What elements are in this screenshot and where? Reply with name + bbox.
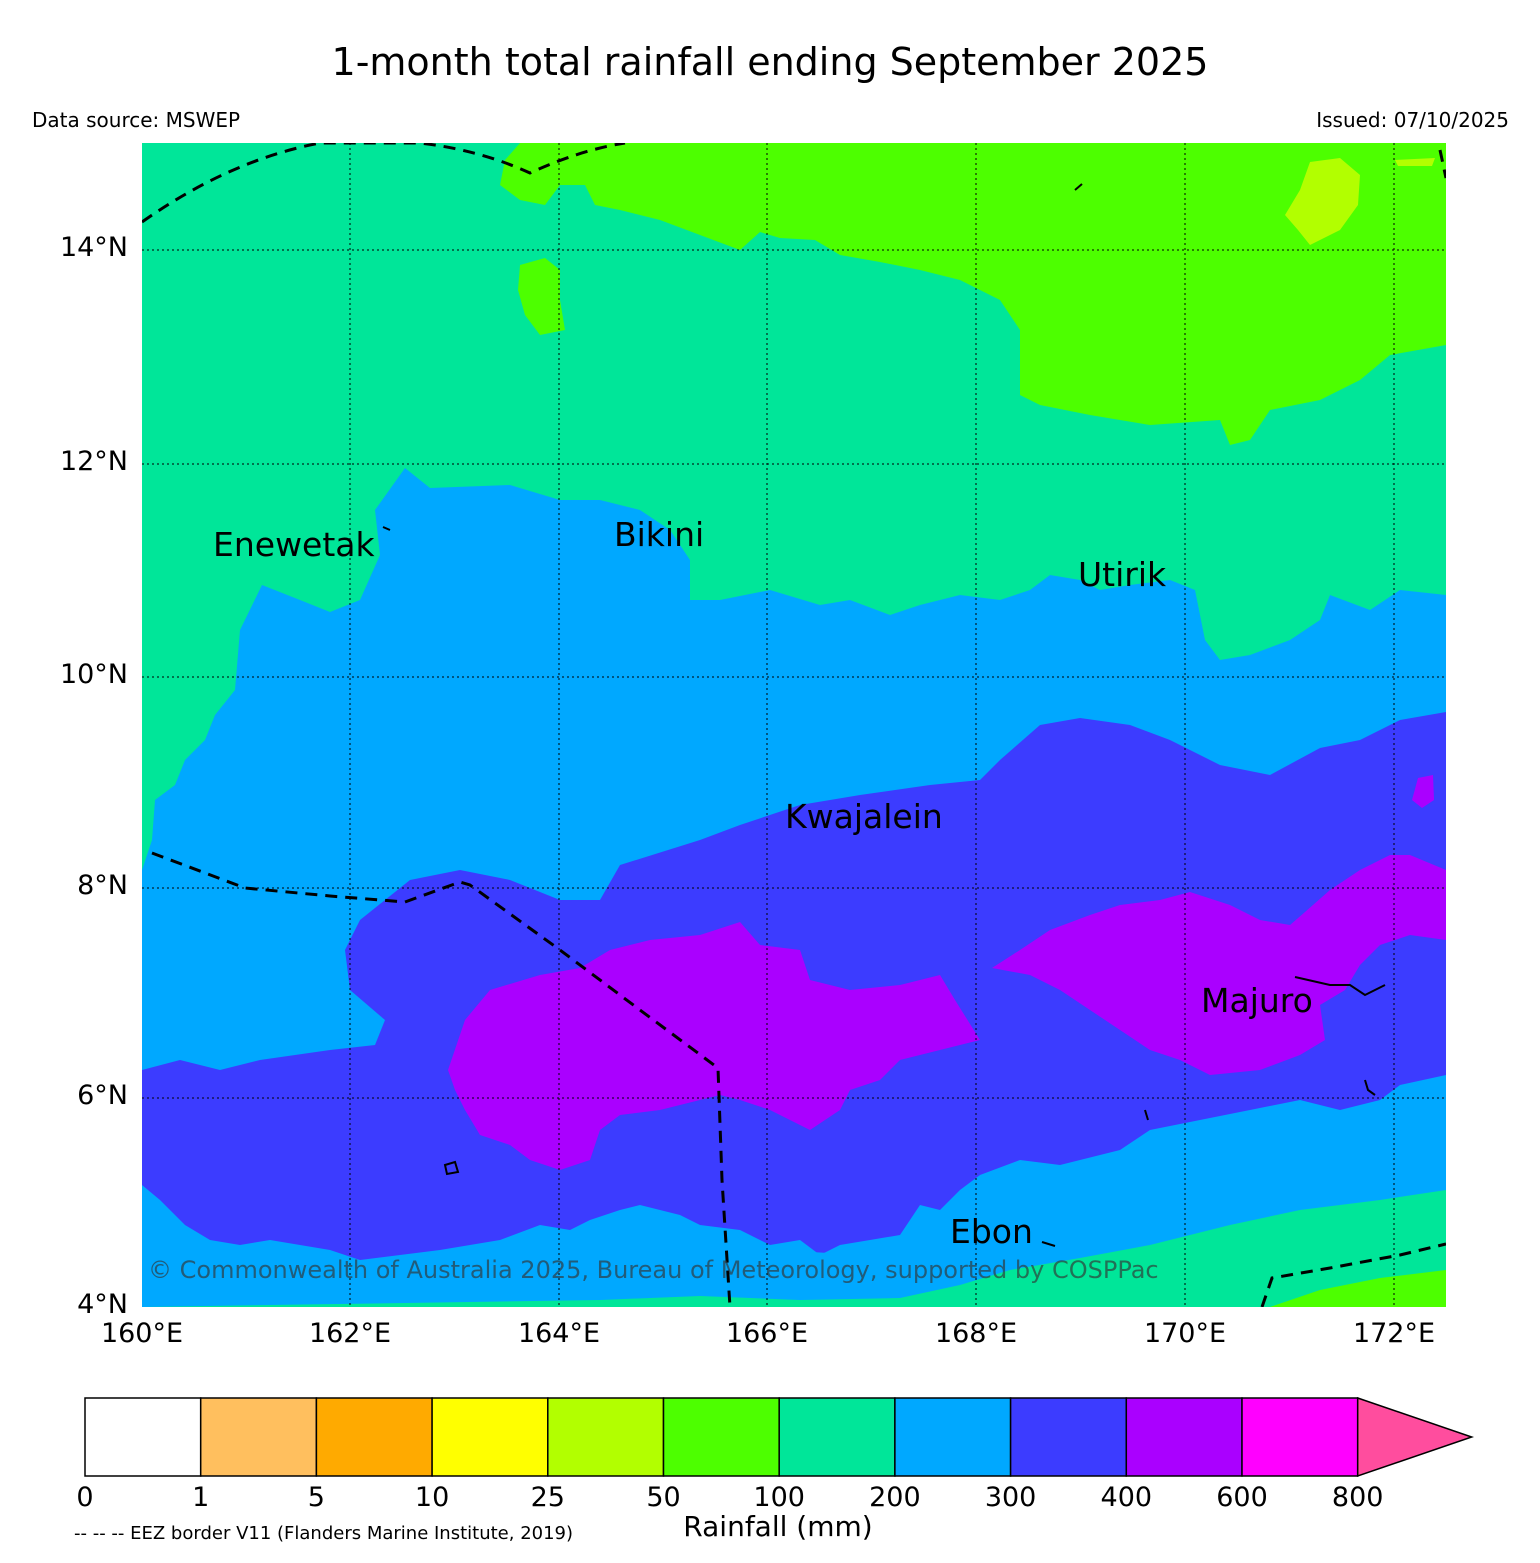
band-400-600-west [448,922,980,1170]
colorbar-swatch [894,1397,1012,1477]
colorbar-tick-label: 800 [1331,1482,1384,1513]
colorbar-tick-label: 300 [984,1482,1037,1513]
atoll-outlines [382,183,1386,1247]
lon-tick: 168°E [934,1318,1018,1349]
colorbar [84,1396,1475,1478]
copyright-notice: © Commonwealth of Australia 2025, Bureau… [148,1256,1159,1284]
lon-tick: 170°E [1143,1318,1227,1349]
lat-tick: 4°N [77,1289,128,1320]
band-50-100 [500,143,1446,445]
colorbar-title: Rainfall (mm) [683,1510,873,1543]
eez-borders [142,143,1446,1307]
place-label-kwajalein: Kwajalein [785,797,943,836]
graticule [142,143,1446,1307]
colorbar-tick-label: 600 [1216,1482,1268,1513]
colorbar-swatch [199,1397,318,1477]
map-title: 1-month total rainfall ending September … [331,40,1209,84]
colorbar-swatch [1125,1397,1243,1477]
place-labels: Enewetak Bikini Utirik Kwajalein Majuro … [213,515,1313,1251]
colorbar-swatch [315,1397,433,1477]
data-source: Data source: MSWEP [32,108,241,132]
colorbar-tick-label: 25 [530,1482,565,1513]
lon-tick: 172°E [1352,1318,1436,1349]
colorbar-tick-label: 400 [1100,1482,1153,1513]
colorbar-swatch [778,1397,896,1477]
colorbar-swatch [1009,1397,1128,1477]
colorbar-tick-label: 1 [192,1482,210,1513]
place-label-majuro: Majuro [1201,981,1313,1020]
band-50-100-south [1270,1270,1446,1307]
place-label-enewetak: Enewetak [213,525,376,564]
band-100-200-south [142,1190,1446,1307]
lon-tick: 166°E [725,1318,809,1349]
colorbar-tick-label: 10 [414,1482,450,1513]
colorbar-tick-label: 5 [307,1482,325,1513]
lon-tick: 162°E [308,1318,392,1349]
band-25-50 [1285,158,1360,245]
colorbar-swatch [662,1397,780,1477]
lat-tick: 12°N [59,446,128,477]
colorbar-tick-label: 0 [76,1482,94,1513]
place-label-bikini: Bikini [614,515,704,554]
band-400-600-east [992,855,1446,1075]
colorbar-extend-arrow [1356,1396,1475,1478]
band-400-600-patch [1412,775,1434,808]
place-label-ebon: Ebon [950,1212,1033,1251]
colorbar-swatch [84,1397,202,1477]
colorbar-swatch [1241,1397,1359,1477]
band-25-50-patch [1395,158,1435,166]
band-50-100-patch [518,258,565,335]
issued-date: Issued: 07/10/2025 [1316,108,1509,132]
colorbar-tick-label: 200 [869,1482,921,1513]
place-label-utirik: Utirik [1078,555,1167,594]
rainfall-contours [142,143,1446,1307]
lat-tick: 6°N [77,1080,128,1111]
colorbar-swatch [431,1397,549,1477]
lon-tick: 164°E [517,1318,601,1349]
lat-tick: 14°N [59,232,128,263]
lon-tick: 160°E [100,1318,184,1349]
lat-tick: 10°N [59,659,128,690]
colorbar-tick-label: 100 [753,1482,805,1513]
colorbar-swatch [547,1397,665,1477]
colorbar-tick-label: 50 [646,1482,681,1513]
eez-note: -- -- -- EEZ border V11 (Flanders Marine… [74,1523,574,1544]
lat-tick: 8°N [77,870,128,901]
